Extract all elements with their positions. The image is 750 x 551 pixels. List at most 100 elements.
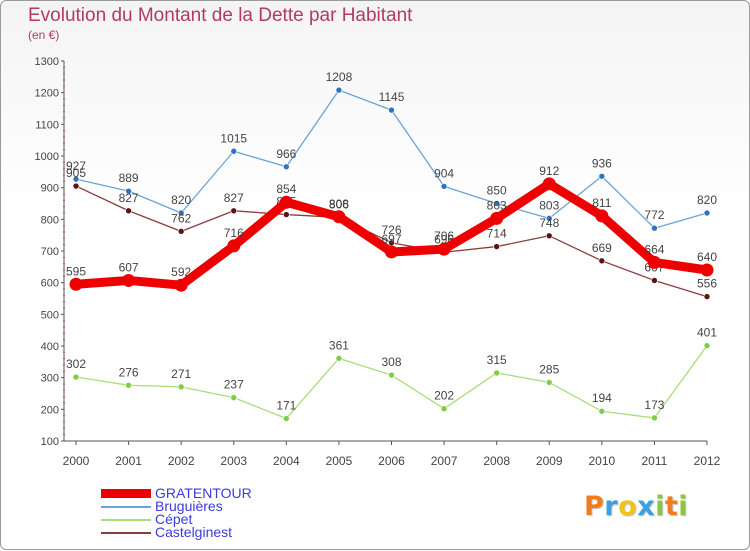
data-point	[230, 394, 238, 401]
y-tick-label: 1300	[35, 56, 59, 68]
logo-letter: i	[678, 491, 689, 522]
data-point	[283, 415, 290, 422]
chart-title: Evolution du Montant de la Dette par Hab…	[28, 5, 413, 26]
data-point	[598, 257, 606, 265]
data-point	[440, 405, 448, 413]
data-point	[283, 163, 290, 171]
data-label: 772	[644, 208, 664, 222]
data-label: 762	[171, 211, 191, 225]
x-tick-label: 2012	[694, 454, 721, 468]
data-label: 905	[66, 166, 86, 180]
data-label: 361	[329, 338, 349, 352]
legend-swatch	[101, 506, 151, 508]
logo-letter: o	[618, 491, 638, 522]
data-label: 808	[329, 197, 349, 211]
logo-letter: t	[664, 491, 679, 522]
data-label: 276	[119, 365, 139, 379]
x-tick-label: 2005	[326, 454, 353, 468]
data-label: 936	[592, 156, 612, 170]
data-point	[385, 245, 398, 259]
data-point	[493, 369, 500, 377]
x-tick-label: 2009	[536, 454, 563, 468]
data-label: 595	[66, 264, 86, 278]
data-point	[125, 381, 132, 389]
logo-letter: x	[637, 491, 656, 522]
data-point	[72, 373, 80, 381]
data-point	[703, 342, 711, 349]
data-label: 927	[66, 159, 86, 173]
data-label: 640	[697, 250, 717, 264]
y-tick-label: 600	[41, 278, 59, 290]
legend-label: Bruguières	[155, 498, 223, 514]
data-label: 285	[539, 362, 559, 376]
y-tick-label: 1100	[35, 119, 59, 131]
data-label: 173	[644, 398, 664, 412]
data-label: 820	[697, 193, 717, 207]
data-point	[542, 177, 556, 191]
x-tick-label: 2001	[115, 454, 142, 468]
data-label: 748	[539, 216, 559, 230]
data-label: 827	[119, 191, 139, 205]
y-tick-label: 1200	[35, 88, 59, 100]
legend-item: GRATENTOUR	[101, 485, 301, 501]
y-tick-label: 300	[41, 373, 59, 385]
data-point	[72, 175, 80, 183]
x-tick-label: 2003	[220, 454, 247, 468]
x-tick-label: 2007	[431, 454, 458, 468]
data-label: 669	[592, 241, 612, 255]
y-tick-label: 1000	[35, 151, 59, 163]
chart-legend: GRATENTOUR Bruguières Cépet Castelginest	[101, 485, 301, 540]
legend-label: Cépet	[155, 511, 193, 527]
y-tick-label: 800	[41, 214, 59, 226]
data-label: 714	[487, 227, 507, 241]
x-tick-label: 2011	[642, 454, 668, 468]
y-tick-label: 500	[41, 309, 59, 321]
data-point	[651, 414, 658, 422]
y-tick-label: 900	[41, 183, 59, 195]
data-point	[227, 239, 241, 253]
data-label: 171	[276, 399, 296, 413]
x-tick-label: 2002	[168, 454, 195, 468]
data-label: 716	[224, 226, 244, 240]
data-label: 726	[381, 223, 401, 237]
data-point	[335, 355, 343, 362]
data-point	[493, 243, 500, 250]
x-tick-label: 2004	[273, 454, 300, 468]
logo-letter: i	[655, 491, 665, 522]
data-point	[388, 106, 395, 114]
data-label: 803	[487, 198, 507, 212]
x-tick-label: 2010	[588, 454, 615, 468]
data-label: 820	[171, 193, 191, 207]
legend-item: Cépet	[101, 511, 301, 527]
data-label: 556	[697, 277, 717, 291]
legend-label: GRATENTOUR	[155, 485, 252, 501]
data-point	[545, 379, 553, 386]
data-label: 315	[487, 353, 507, 367]
data-point	[598, 172, 606, 180]
data-label: 850	[487, 184, 507, 198]
data-point	[388, 371, 395, 379]
data-point	[125, 207, 132, 215]
x-tick-label: 2000	[63, 454, 90, 468]
data-label: 308	[381, 355, 401, 369]
data-label: 302	[66, 357, 86, 371]
legend-item: Bruguières	[101, 498, 301, 514]
logo-letter: P	[584, 491, 605, 522]
legend-swatch	[101, 519, 151, 521]
data-label: 806	[329, 197, 349, 211]
data-point	[177, 228, 185, 235]
data-point	[493, 200, 500, 207]
data-point	[72, 182, 80, 190]
data-point	[125, 187, 132, 195]
data-point	[700, 263, 714, 277]
y-tick-label: 700	[41, 246, 59, 258]
data-label: 966	[276, 147, 296, 161]
data-label: 1208	[326, 70, 353, 84]
data-point	[440, 183, 448, 190]
legend-swatch	[101, 532, 151, 534]
data-label: 202	[434, 389, 454, 403]
series-brugui-res: 9278898201015966120811459048508039367728…	[66, 70, 717, 232]
data-label: 271	[171, 367, 191, 381]
legend-item: Castelginest	[101, 524, 301, 540]
